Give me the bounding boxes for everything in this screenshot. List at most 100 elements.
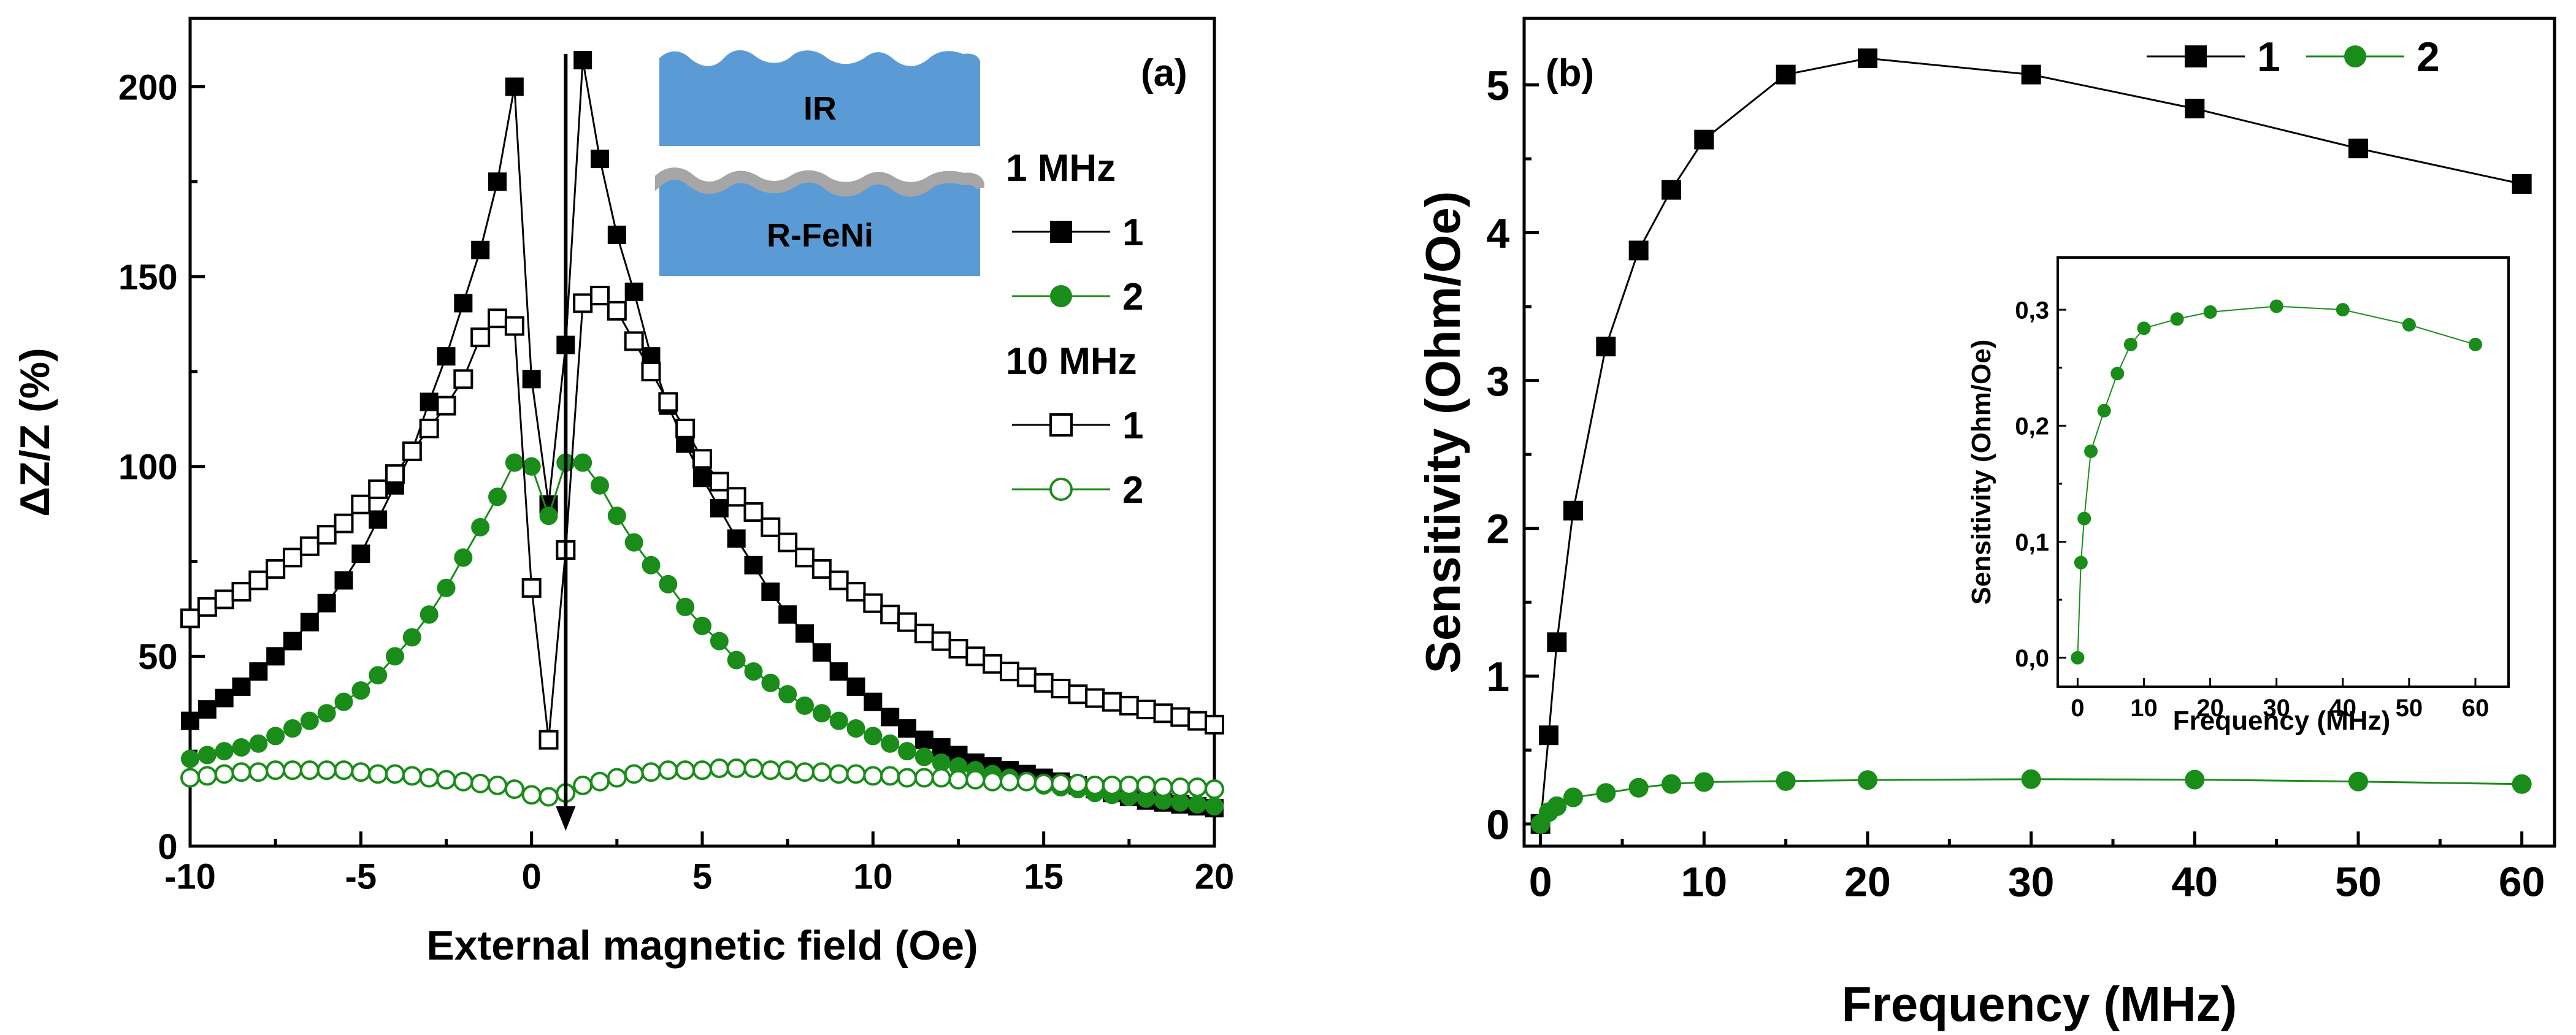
series-b2-point <box>1547 796 1567 816</box>
legend-marker <box>1050 221 1072 243</box>
inset-series1-point <box>2110 367 2125 381</box>
series-a2-point <box>402 628 421 647</box>
series-a4-point <box>197 766 217 786</box>
series-a1-point <box>881 708 900 727</box>
series-a4-point <box>488 775 507 795</box>
series-a3-point <box>453 369 473 389</box>
series-a1-point <box>744 556 763 575</box>
series-a1-point <box>727 529 746 548</box>
series-a2-point <box>369 666 388 685</box>
series-a4-point <box>248 762 269 782</box>
series-a4-point <box>453 771 473 792</box>
series-a1-point <box>607 225 626 244</box>
series-a3-point <box>675 418 696 438</box>
series-a2-point <box>454 548 473 567</box>
x-tick-label: -5 <box>345 857 377 897</box>
series-a2-point <box>283 719 302 738</box>
inset-series1-point <box>2203 305 2217 319</box>
series-b2-point <box>1694 772 1714 792</box>
series-a4-point <box>1000 771 1019 792</box>
field-arrow <box>556 54 576 831</box>
series-a2-point <box>505 453 524 472</box>
series-a1-point <box>317 594 336 613</box>
series-b1-point <box>1596 337 1616 357</box>
series-a3-point <box>948 638 968 659</box>
legend-label: 1 <box>1122 405 1143 447</box>
legend-marker <box>1050 285 1072 307</box>
x-tick-label: 0 <box>1529 859 1552 906</box>
series-a4-point <box>1085 775 1105 795</box>
series-a4-point <box>658 760 678 781</box>
series-a4-point <box>1187 777 1208 798</box>
legend-label: 2 <box>1122 276 1143 318</box>
series-a4-point <box>624 764 644 784</box>
series-a3-point <box>726 487 746 507</box>
series-a3-point <box>1170 707 1190 727</box>
series-a2-point <box>846 719 865 738</box>
series-a2-point <box>591 476 609 495</box>
series-a4-point <box>402 766 422 786</box>
series-a4-point <box>539 787 559 807</box>
inset-series1-point <box>2123 337 2137 351</box>
series-a3-point <box>743 502 764 522</box>
series-b1-point <box>1858 48 1877 69</box>
series-a4-point <box>795 762 815 782</box>
x-tick-label: 60 <box>2462 695 2490 722</box>
series-a2-point <box>607 506 626 525</box>
series-a3-point <box>795 548 815 568</box>
series-b1-point <box>1539 725 1558 746</box>
series-a2-point <box>215 742 234 761</box>
series-a2-point <box>642 556 661 575</box>
series-a2-point <box>539 506 558 525</box>
series-a3-point <box>658 392 678 412</box>
series-a3-point <box>1136 700 1156 720</box>
x-tick-label: 10 <box>1681 859 1728 906</box>
series-a1-point <box>454 294 473 313</box>
series-a3-point <box>351 494 371 514</box>
series-a2-point <box>197 746 217 765</box>
inset-frame <box>2057 256 2510 688</box>
series-b1-point <box>2021 64 2041 85</box>
series-a3-point <box>470 327 491 348</box>
series-a4-point <box>965 770 986 790</box>
inset-series1-point <box>2170 312 2184 326</box>
series-a2-point <box>914 747 933 766</box>
inset-series1-point <box>2071 651 2085 665</box>
series-a4-point <box>283 760 302 781</box>
series-b1-point <box>1776 64 1796 85</box>
series-a3-point <box>778 532 798 552</box>
surface-sketch <box>655 50 984 276</box>
legend-marker <box>2185 45 2207 67</box>
series-b2-point <box>1662 774 1681 794</box>
series-a1-point <box>249 662 268 681</box>
series-a1-point <box>710 498 729 518</box>
series-a1-point <box>351 544 370 563</box>
series-a4-point <box>607 768 627 788</box>
series-a3-point <box>214 589 234 609</box>
x-tick-label: 50 <box>2396 695 2423 722</box>
series-a2-point <box>812 704 831 723</box>
series-a2-point <box>249 734 268 753</box>
series-a1-point <box>300 613 319 632</box>
series-a2-point <box>624 533 643 552</box>
y-tick-label: 0,1 <box>2015 529 2049 556</box>
series-a3-point <box>402 441 422 461</box>
series-a4-point <box>641 762 661 782</box>
series-a2-point <box>864 727 883 746</box>
series-a3-point <box>590 286 610 306</box>
y-tick-label: 100 <box>118 448 178 487</box>
series-b1-point <box>1628 240 1649 261</box>
series-a2-point <box>522 457 541 476</box>
y-tick-label: 2 <box>1486 506 1509 552</box>
series-a3-point <box>573 293 593 313</box>
series-a1-point <box>829 662 848 681</box>
series-a3-point <box>829 570 849 590</box>
legend-label: 2 <box>1122 469 1143 511</box>
series-a4-point <box>316 760 337 781</box>
series-a2-point <box>386 647 404 666</box>
series-a3-point <box>846 582 866 602</box>
inset-series1-point <box>2077 511 2091 525</box>
panel-label-a: (a) <box>1141 52 1187 94</box>
series-a3-point <box>897 612 917 632</box>
